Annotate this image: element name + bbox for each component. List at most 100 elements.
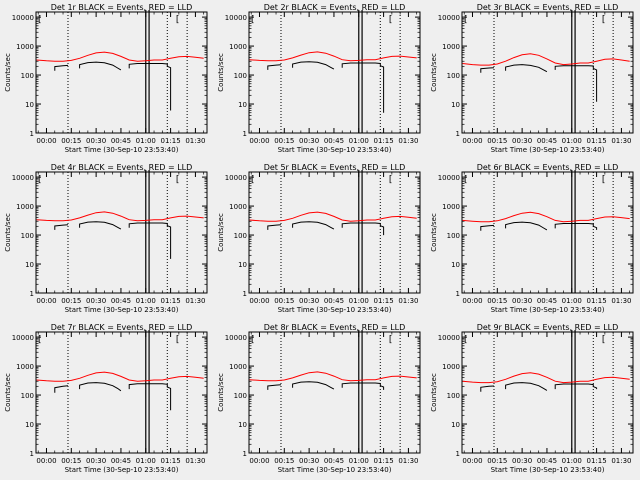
events-series-line <box>79 221 122 230</box>
panel-7: Det 7r BLACK = Events, RED = LLD 1 10 100 10… <box>4 323 208 474</box>
bracket-marker: [ <box>176 335 180 345</box>
y-tick-label: 10 <box>451 421 460 429</box>
x-tick-label: 01:15 <box>160 297 180 305</box>
bracket-marker: [ <box>251 335 255 345</box>
plot-frame <box>35 331 208 454</box>
x-tick-label: 00:00 <box>462 457 482 465</box>
lld-series-line <box>249 371 417 382</box>
y-axis-label: Counts/sec <box>4 213 12 252</box>
y-tick-label: 1 <box>30 290 34 298</box>
events-series-line <box>128 63 172 111</box>
y-tick-label: 1000 <box>16 363 34 371</box>
y-tick-label: 1000 <box>229 203 247 211</box>
y-tick-label: 1000 <box>16 43 34 51</box>
panel-9: Det 9r BLACK = Events, RED = LLD 1 10 100 10… <box>430 323 634 474</box>
y-tick-label: 100 <box>21 72 34 80</box>
x-tick-label: 01:00 <box>562 137 582 145</box>
plot-frame <box>35 11 208 134</box>
y-tick-label: 10000 <box>12 334 34 342</box>
lld-series-line <box>36 51 204 62</box>
y-axis-label: Counts/sec <box>217 373 225 412</box>
x-tick-label: 00:30 <box>299 137 319 145</box>
y-tick-label: 10 <box>25 261 34 269</box>
x-tick-label: 01:15 <box>586 137 606 145</box>
panel-2: Det 2r BLACK = Events, RED = LLD 1 10 100 10… <box>217 3 421 154</box>
x-axis-label: Start Time (30-Sep-10 23:53:40) <box>278 306 392 314</box>
x-tick-label: 00:15 <box>274 297 294 305</box>
bracket-marker: [ <box>389 335 393 345</box>
x-axis-label: Start Time (30-Sep-10 23:53:40) <box>65 146 179 154</box>
x-tick-label: 01:30 <box>398 297 418 305</box>
y-axis-label: Counts/sec <box>217 53 225 92</box>
bracket-marker: [ <box>602 15 606 25</box>
events-series-line <box>480 224 495 231</box>
lld-series-line <box>462 53 630 66</box>
plot-frame <box>461 171 634 294</box>
y-tick-label: 100 <box>21 392 34 400</box>
events-series-line <box>341 62 385 113</box>
x-tick-label: 01:30 <box>611 297 631 305</box>
y-axis-label: Counts/sec <box>217 213 225 252</box>
events-series-line <box>267 64 282 70</box>
y-tick-label: 10 <box>238 261 247 269</box>
y-tick-label: 10 <box>238 101 247 109</box>
y-tick-label: 1000 <box>442 363 460 371</box>
events-series-line <box>292 221 335 230</box>
y-axis-label: Counts/sec <box>430 53 438 92</box>
events-series-line <box>54 224 69 230</box>
events-series-line <box>554 383 598 390</box>
x-tick-label: 00:00 <box>249 137 269 145</box>
y-tick-label: 1000 <box>442 43 460 51</box>
x-axis-label: Start Time (30-Sep-10 23:53:40) <box>65 306 179 314</box>
lld-series-line <box>462 211 630 223</box>
panel-8: Det 8r BLACK = Events, RED = LLD 1 10 100 10… <box>217 323 421 474</box>
lld-series-line <box>462 372 630 384</box>
bracket-marker: [ <box>251 175 255 185</box>
events-series-line <box>554 223 598 230</box>
x-tick-label: 01:15 <box>373 137 393 145</box>
x-tick-label: 01:30 <box>398 137 418 145</box>
y-tick-label: 1000 <box>229 43 247 51</box>
x-tick-label: 01:00 <box>562 457 582 465</box>
bracket-marker: [ <box>464 15 468 25</box>
y-tick-label: 1 <box>243 450 247 458</box>
y-tick-label: 100 <box>447 232 460 240</box>
events-series-line <box>292 61 335 70</box>
events-series-line <box>267 224 282 230</box>
x-tick-label: 01:00 <box>349 297 369 305</box>
x-tick-label: 00:30 <box>86 297 106 305</box>
x-tick-label: 00:15 <box>487 297 507 305</box>
plot-frame <box>248 171 421 294</box>
x-tick-label: 00:00 <box>462 297 482 305</box>
events-series-line <box>128 383 172 411</box>
panel-5: Det 5r BLACK = Events, RED = LLD 1 10 100 10… <box>217 163 421 314</box>
x-tick-label: 01:00 <box>562 297 582 305</box>
x-axis-label: Start Time (30-Sep-10 23:53:40) <box>491 146 605 154</box>
x-tick-label: 00:00 <box>249 297 269 305</box>
y-tick-label: 1000 <box>442 203 460 211</box>
y-tick-label: 100 <box>234 232 247 240</box>
panel-title: Det 4r BLACK = Events, RED = LLD <box>51 163 193 172</box>
y-tick-label: 100 <box>21 232 34 240</box>
panel-3: Det 3r BLACK = Events, RED = LLD 1 10 100 10… <box>430 3 634 154</box>
x-tick-label: 01:30 <box>185 297 205 305</box>
events-series-line <box>54 385 69 393</box>
y-tick-label: 10000 <box>438 174 460 182</box>
panel-title: Det 1r BLACK = Events, RED = LLD <box>51 3 193 12</box>
bracket-marker: [ <box>38 15 42 25</box>
y-axis-label: Counts/sec <box>4 373 12 412</box>
bracket-marker: [ <box>251 15 255 25</box>
x-tick-label: 01:30 <box>398 457 418 465</box>
panel-title: Det 6r BLACK = Events, RED = LLD <box>477 163 619 172</box>
x-tick-label: 01:15 <box>160 457 180 465</box>
x-tick-label: 00:15 <box>487 457 507 465</box>
y-tick-label: 100 <box>447 72 460 80</box>
y-tick-label: 10000 <box>225 174 247 182</box>
bracket-marker: [ <box>176 175 180 185</box>
x-tick-label: 01:00 <box>136 457 156 465</box>
events-series-line <box>505 221 548 231</box>
y-tick-label: 10000 <box>225 334 247 342</box>
events-series-line <box>554 65 598 102</box>
lld-series-line <box>249 51 417 62</box>
